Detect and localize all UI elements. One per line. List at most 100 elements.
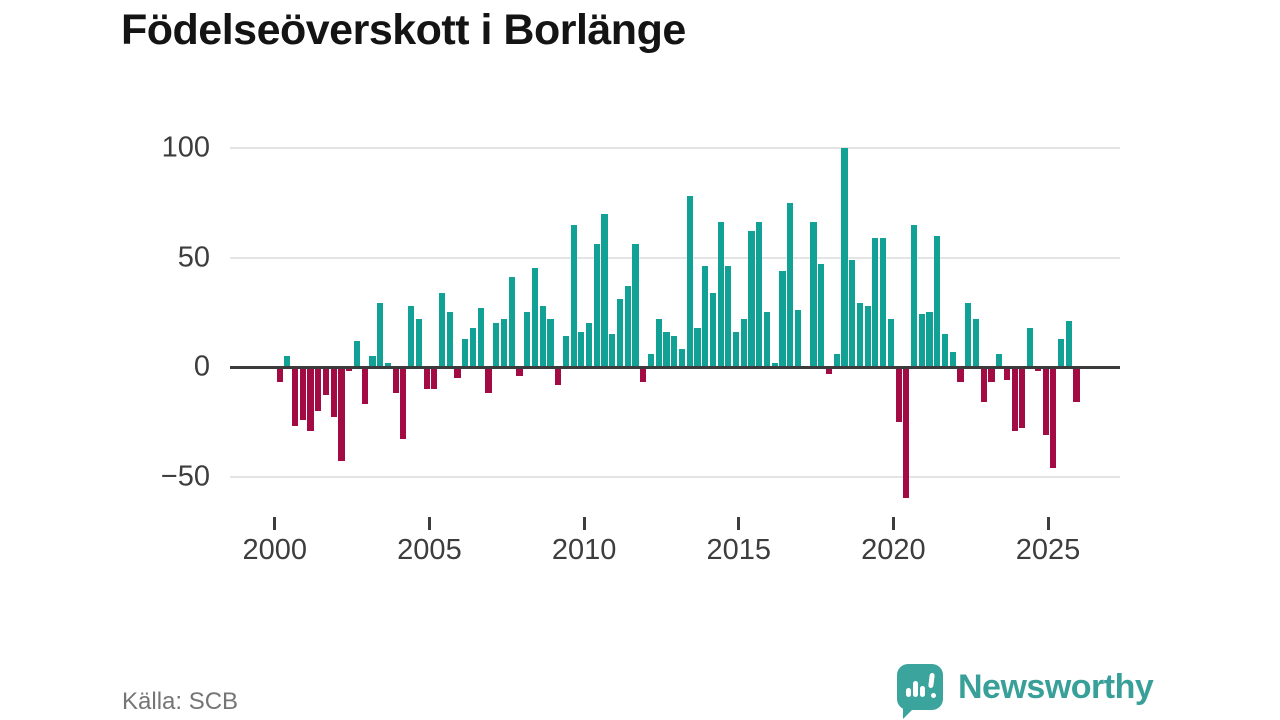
bar bbox=[686, 196, 693, 367]
bar bbox=[996, 353, 1003, 367]
bar bbox=[408, 305, 415, 367]
bar bbox=[616, 299, 624, 367]
bar bbox=[825, 367, 833, 374]
bar bbox=[609, 334, 616, 367]
bar bbox=[431, 367, 438, 389]
bar bbox=[586, 323, 593, 367]
bar bbox=[547, 318, 554, 367]
y-axis-tick-label: −50 bbox=[160, 460, 210, 492]
bar bbox=[1057, 338, 1065, 367]
bar bbox=[640, 367, 647, 383]
bar bbox=[415, 318, 422, 367]
bar bbox=[500, 318, 508, 367]
bar bbox=[694, 327, 701, 367]
x-axis-tick-mark bbox=[737, 517, 741, 530]
bar bbox=[423, 367, 430, 389]
bar bbox=[1027, 327, 1034, 367]
bar bbox=[346, 367, 353, 372]
y-axis-tick-label: 0 bbox=[193, 350, 210, 383]
y-gridline bbox=[230, 256, 1120, 259]
bar bbox=[748, 231, 755, 367]
x-axis-tick-mark bbox=[891, 517, 895, 530]
bar bbox=[949, 351, 956, 367]
bar bbox=[702, 266, 709, 367]
x-axis-tick-label: 2020 bbox=[861, 534, 926, 566]
x-axis-tick-label: 2015 bbox=[706, 534, 772, 566]
bar bbox=[508, 277, 515, 367]
bar bbox=[1065, 321, 1072, 367]
x-axis-tick-mark bbox=[427, 517, 431, 530]
bar bbox=[539, 305, 546, 367]
bar bbox=[856, 303, 863, 367]
x-axis-tick-label: 2005 bbox=[397, 534, 462, 566]
bar bbox=[988, 367, 995, 383]
zero-axis-line bbox=[230, 365, 1120, 369]
bar bbox=[632, 244, 639, 367]
bar bbox=[678, 349, 686, 367]
y-axis-tick-label: 100 bbox=[161, 131, 210, 164]
bar bbox=[438, 292, 446, 367]
bar bbox=[926, 312, 933, 367]
bar bbox=[779, 270, 786, 367]
bar bbox=[895, 367, 902, 422]
bar bbox=[307, 367, 314, 431]
bar bbox=[524, 312, 531, 367]
bar bbox=[880, 237, 887, 367]
x-axis-tick-label: 2025 bbox=[1015, 534, 1081, 566]
bar bbox=[910, 224, 918, 367]
bar bbox=[485, 367, 492, 394]
bar bbox=[725, 266, 732, 367]
bar bbox=[1073, 367, 1080, 403]
bar bbox=[647, 353, 655, 367]
bar bbox=[818, 264, 825, 367]
x-axis-tick-label: 2010 bbox=[551, 534, 617, 566]
bar bbox=[299, 367, 306, 420]
bar bbox=[841, 148, 848, 367]
bar bbox=[771, 362, 778, 367]
y-gridline bbox=[230, 147, 1120, 149]
mini-bar-icon bbox=[920, 686, 925, 697]
bar bbox=[1042, 367, 1049, 435]
bar bbox=[562, 336, 569, 367]
bar bbox=[531, 268, 539, 367]
bar bbox=[833, 353, 840, 367]
bar bbox=[849, 259, 856, 367]
bar bbox=[941, 334, 949, 367]
brand-wordmark: Newsworthy bbox=[958, 667, 1154, 706]
bar bbox=[353, 340, 361, 367]
x-axis-tick-mark bbox=[582, 517, 586, 530]
x-axis-tick-mark bbox=[273, 517, 277, 530]
newsworthy-speech-bubble-chart-icon bbox=[897, 664, 943, 719]
bar bbox=[756, 222, 763, 367]
bar bbox=[864, 305, 871, 367]
bar bbox=[957, 367, 964, 383]
bar bbox=[671, 336, 678, 367]
bar bbox=[315, 367, 322, 411]
bar bbox=[918, 314, 925, 367]
bar bbox=[516, 367, 523, 376]
mini-bar-icon bbox=[906, 688, 911, 697]
bar bbox=[972, 318, 980, 367]
bar bbox=[740, 318, 747, 367]
bar bbox=[469, 327, 477, 367]
bar bbox=[462, 338, 469, 367]
bar bbox=[980, 367, 987, 403]
newsworthy-logo: Newsworthy bbox=[897, 664, 1154, 719]
bar bbox=[965, 303, 972, 367]
mini-bar-icon bbox=[913, 681, 918, 697]
bar bbox=[361, 367, 368, 405]
bar bbox=[322, 367, 330, 396]
bar bbox=[446, 312, 453, 367]
bar bbox=[872, 237, 879, 367]
bar bbox=[291, 367, 299, 427]
bar bbox=[400, 367, 407, 440]
bar bbox=[787, 202, 794, 367]
bar bbox=[717, 222, 724, 367]
x-axis-tick-label: 2000 bbox=[242, 534, 308, 566]
bar bbox=[934, 235, 941, 367]
bar bbox=[338, 367, 345, 462]
bar bbox=[284, 356, 291, 367]
bar bbox=[578, 331, 585, 367]
chart-title: Födelseöverskott i Borlänge bbox=[121, 6, 686, 54]
